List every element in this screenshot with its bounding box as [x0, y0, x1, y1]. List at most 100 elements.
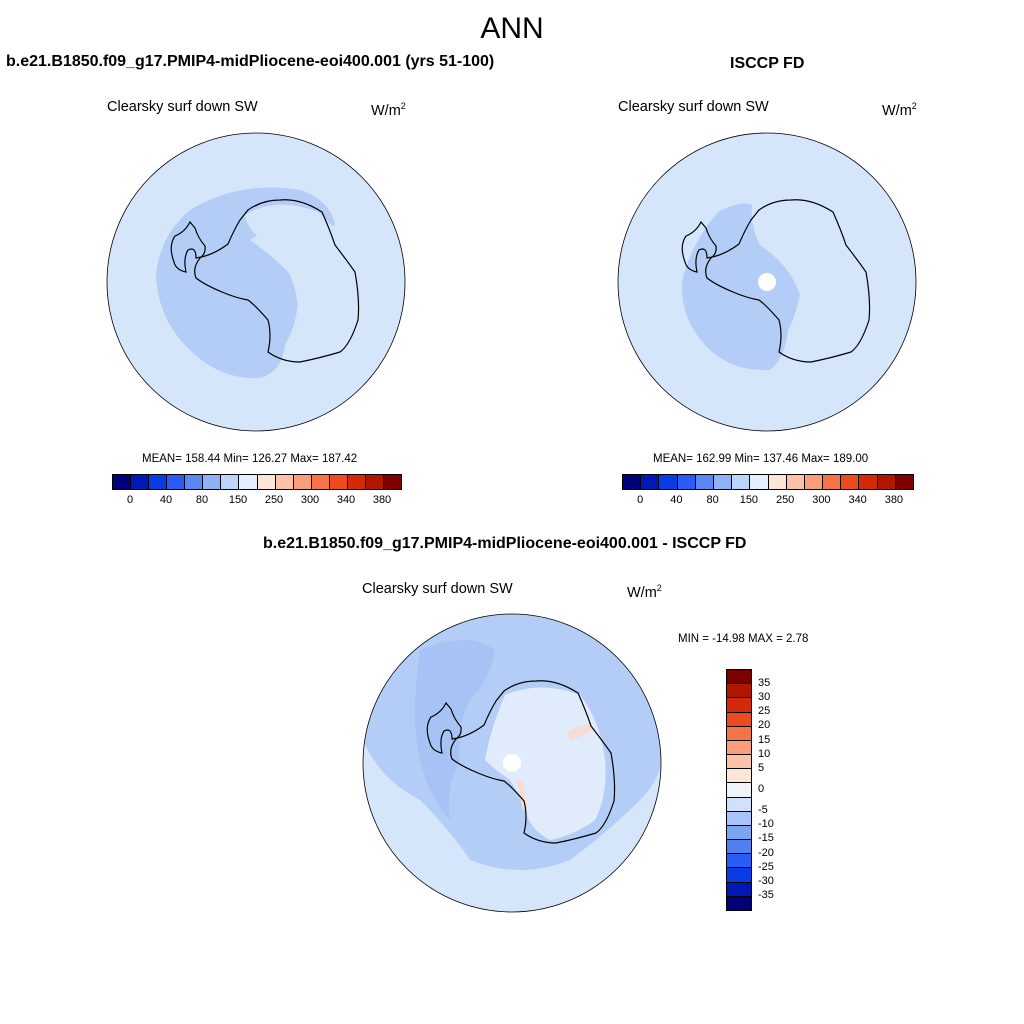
panel2-pole-hole — [758, 273, 776, 291]
colorbar-tick-label: 300 — [300, 494, 320, 506]
panel1-stats: MEAN= 158.44 Min= 126.27 Max= 187.42 — [142, 453, 358, 465]
colorbar-swatch — [275, 475, 294, 489]
colorbar-swatch — [727, 698, 751, 713]
colorbar-swatch — [859, 475, 878, 489]
colorbar-tick-label: 40 — [159, 494, 173, 506]
colorbar-swatch — [293, 475, 312, 489]
colorbar-swatch — [727, 825, 751, 841]
colorbar-swatch — [727, 726, 751, 741]
colorbar-swatch — [131, 475, 150, 489]
colorbar-swatch — [203, 475, 222, 489]
colorbar-swatch — [727, 783, 751, 798]
main-title: ANN — [480, 12, 544, 45]
colorbar-swatch — [713, 475, 733, 489]
colorbar-swatch — [257, 475, 276, 489]
colorbar-tick-label: 340 — [848, 494, 867, 506]
colorbar-tick-label: 20 — [758, 719, 771, 732]
panel2-case-title: ISCCP FD — [730, 55, 805, 72]
panel2-stats: MEAN= 162.99 Min= 137.46 Max= 189.00 — [653, 453, 869, 465]
colorbar-swatch — [677, 475, 696, 489]
colorbar-tick-label: 40 — [670, 494, 683, 506]
colorbar-tick-label: -30 — [758, 874, 774, 887]
colorbar-tick-label: 25 — [758, 705, 771, 718]
colorbar-tick-label: 0 — [758, 783, 765, 795]
colorbar-swatch — [727, 882, 751, 897]
colorbar-swatch — [804, 475, 824, 489]
colorbar-swatch — [727, 755, 751, 770]
colorbar-tick-label: 30 — [758, 691, 771, 704]
colorbar-swatch — [641, 475, 660, 489]
colorbar-swatch — [329, 475, 348, 489]
colorbar-swatch — [623, 475, 642, 489]
panel3-pink-streak — [568, 724, 593, 740]
colorbar-tick-label: 0 — [126, 494, 134, 506]
colorbar-tick-label: 340 — [336, 494, 356, 506]
colorbar-swatch — [727, 740, 751, 756]
colorbar-tick-label: -20 — [758, 846, 774, 859]
colorbar-swatch — [750, 475, 769, 489]
colorbar-tick-label: 250 — [775, 494, 795, 506]
colorbar-swatch — [727, 769, 751, 784]
colorbar-swatch — [877, 475, 896, 489]
colorbar-tick-label: 380 — [884, 494, 904, 506]
colorbar-swatch — [167, 475, 186, 489]
colorbar-swatch — [311, 475, 330, 489]
panel1-case-title: b.e21.B1850.f09_g17.PMIP4-midPliocene-eo… — [6, 53, 495, 70]
colorbar-tick-label: -5 — [758, 804, 768, 817]
panel3-antarctica-pale — [485, 687, 606, 840]
colorbar-swatch — [695, 475, 714, 489]
panel1-colorbar — [112, 474, 402, 490]
panel3-units: W/m2 — [627, 583, 662, 601]
colorbar-swatch — [823, 475, 842, 489]
colorbar-tick-label: 0 — [637, 494, 644, 506]
panel1-field-title: Clearsky surf down SW — [107, 99, 258, 115]
panel1-units: W/m2 — [371, 101, 406, 119]
colorbar-swatch — [727, 797, 751, 812]
colorbar-tick-label: 250 — [264, 494, 284, 506]
colorbar-swatch — [727, 868, 751, 883]
colorbar-tick-label: -25 — [758, 860, 774, 873]
panel1-coastline — [170, 199, 360, 363]
colorbar-swatch — [727, 712, 751, 727]
colorbar-swatch — [727, 684, 751, 699]
panel3-field-title: Clearsky surf down SW — [362, 581, 513, 597]
panel2-colorbar — [622, 474, 914, 490]
colorbar-swatch — [365, 475, 384, 489]
colorbar-tick-label: 15 — [758, 733, 771, 746]
panel3-pole-hole — [503, 754, 521, 772]
colorbar-swatch — [732, 475, 751, 489]
colorbar-swatch — [149, 475, 168, 489]
colorbar-swatch — [659, 475, 678, 489]
panel3-coastline — [426, 680, 616, 844]
colorbar-swatch — [786, 475, 805, 489]
colorbar-tick-label: 380 — [372, 494, 392, 506]
colorbar-tick-label: -35 — [758, 888, 774, 901]
colorbar-swatch — [185, 475, 204, 489]
colorbar-swatch — [841, 475, 860, 489]
panel2-field-title: Clearsky surf down SW — [618, 99, 769, 115]
panel3-outer-light-band — [363, 740, 661, 912]
panel3-deep-west — [415, 640, 495, 820]
panel3-colorbar — [726, 669, 752, 911]
colorbar-swatch — [727, 840, 751, 855]
panel2-shelf-region — [681, 203, 800, 371]
panel3-pink-streak-2 — [516, 780, 528, 810]
colorbar-tick-label: 300 — [812, 494, 831, 506]
panel3-case-title: b.e21.B1850.f09_g17.PMIP4-midPliocene-eo… — [263, 535, 747, 552]
colorbar-swatch — [383, 475, 401, 489]
colorbar-tick-label: 5 — [758, 761, 765, 774]
colorbar-swatch — [727, 854, 751, 869]
colorbar-tick-label: 35 — [758, 677, 771, 690]
colorbar-tick-label: -15 — [758, 832, 774, 845]
colorbar-swatch — [221, 475, 240, 489]
panel2-coastline — [681, 199, 871, 363]
panel1-antarctica-interior — [245, 204, 356, 360]
colorbar-swatch — [727, 896, 751, 910]
colorbar-tick-label: -10 — [758, 818, 774, 831]
colorbar-swatch — [347, 475, 366, 489]
colorbar-tick-label: 150 — [739, 494, 759, 506]
panel2-units: W/m2 — [882, 101, 917, 119]
panel3-stats: MIN = -14.98 MAX = 2.78 — [678, 633, 809, 645]
